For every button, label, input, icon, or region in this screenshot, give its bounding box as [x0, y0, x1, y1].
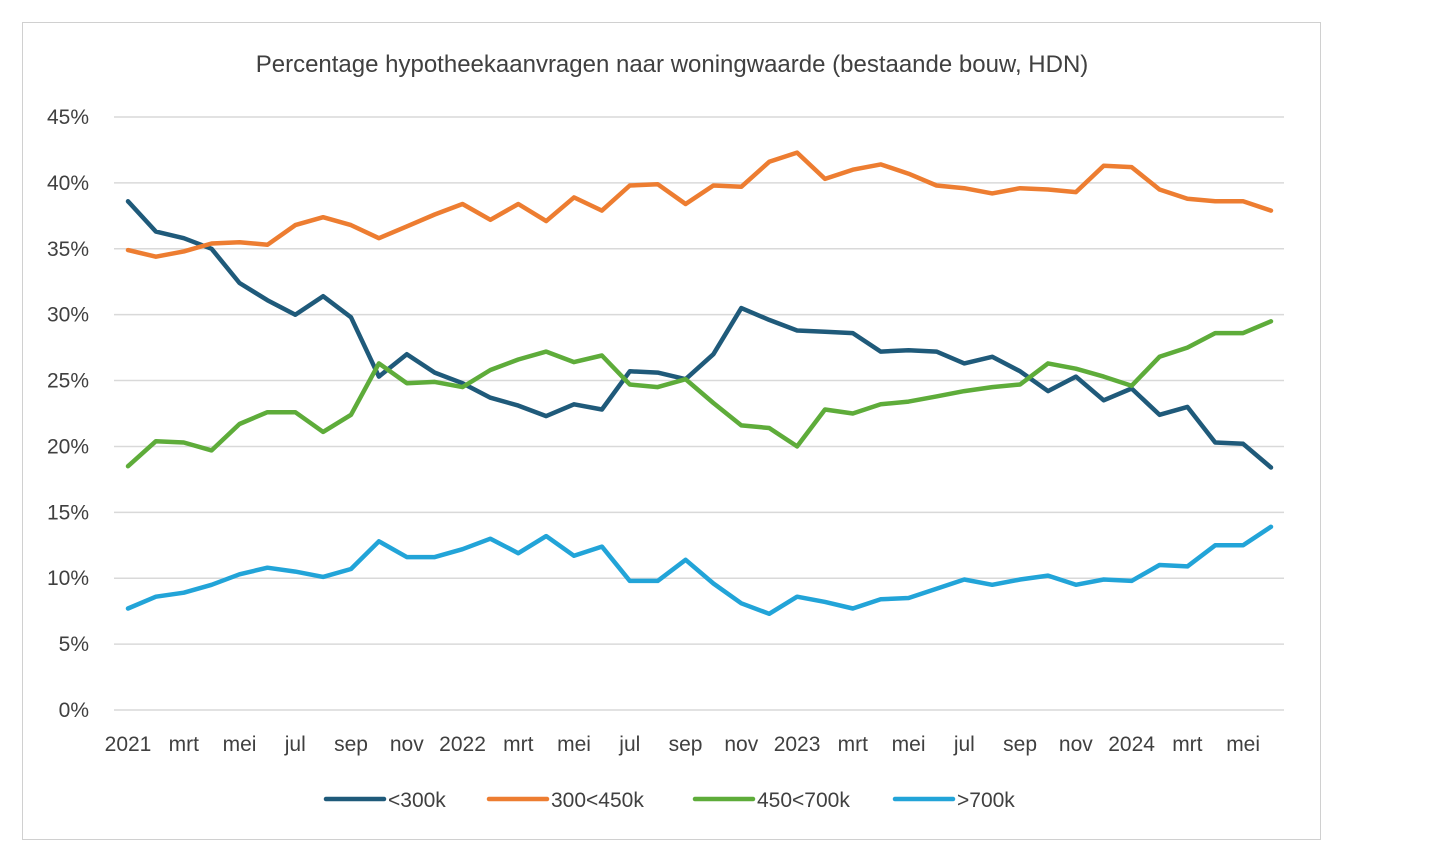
legend-item: 450<700k: [692, 789, 850, 812]
x-tick-label: jul: [618, 733, 640, 756]
x-tick-label: mrt: [1172, 733, 1202, 756]
y-tick-label: 45%: [47, 106, 89, 129]
x-tick-label: nov: [724, 733, 758, 756]
x-tick-label: mrt: [169, 733, 199, 756]
x-axis-ticks: 2021 mrt mei jul sep nov 2022 mrt mei jul sep nov 20…: [105, 733, 1260, 756]
legend-item: >700k: [892, 789, 1015, 812]
x-tick-label: jul: [284, 733, 306, 756]
legend: <300k 300<450k 450<700k >700k: [323, 789, 1015, 812]
legend-item: 300<450k: [486, 789, 644, 812]
series-line-0: [125, 199, 1274, 470]
x-tick-label: mrt: [503, 733, 533, 756]
legend-label: <300k: [388, 789, 446, 812]
legend-label: >700k: [957, 789, 1015, 812]
legend-label: 300<450k: [551, 789, 644, 812]
series-line-3: [125, 524, 1274, 617]
y-axis-ticks: 0% 5% 10% 15% 20% 25% 30% 35% 40% 45%: [47, 106, 89, 722]
x-tick-label: jul: [953, 733, 975, 756]
gridlines: [114, 116, 1284, 711]
y-tick-label: 20%: [47, 435, 89, 458]
x-tick-label: mei: [892, 733, 926, 756]
y-tick-label: 15%: [47, 501, 89, 524]
legend-item: <300k: [323, 789, 446, 812]
series-lines: [125, 150, 1274, 617]
x-tick-label: 2022: [439, 733, 486, 756]
x-tick-label: nov: [1059, 733, 1093, 756]
x-tick-label: sep: [334, 733, 368, 756]
x-tick-label: 2024: [1108, 733, 1155, 756]
y-tick-label: 40%: [47, 172, 89, 195]
y-tick-label: 0%: [59, 699, 89, 722]
chart-title: Percentage hypotheekaanvragen naar wonin…: [256, 51, 1089, 78]
x-tick-label: mei: [557, 733, 591, 756]
x-tick-label: mei: [1226, 733, 1260, 756]
series-line-2: [125, 319, 1274, 469]
y-tick-label: 35%: [47, 238, 89, 261]
x-tick-label: mei: [223, 733, 257, 756]
x-tick-label: sep: [1003, 733, 1037, 756]
x-tick-label: nov: [390, 733, 424, 756]
x-tick-label: 2023: [774, 733, 821, 756]
x-tick-label: mrt: [838, 733, 868, 756]
y-tick-label: 10%: [47, 567, 89, 590]
y-tick-label: 30%: [47, 304, 89, 327]
x-tick-label: sep: [669, 733, 703, 756]
x-tick-label: 2021: [105, 733, 152, 756]
chart-frame: [22, 22, 1321, 840]
legend-label: 450<700k: [757, 789, 850, 812]
y-tick-label: 5%: [59, 633, 89, 656]
y-tick-label: 25%: [47, 370, 89, 393]
series-line-1: [125, 150, 1274, 259]
